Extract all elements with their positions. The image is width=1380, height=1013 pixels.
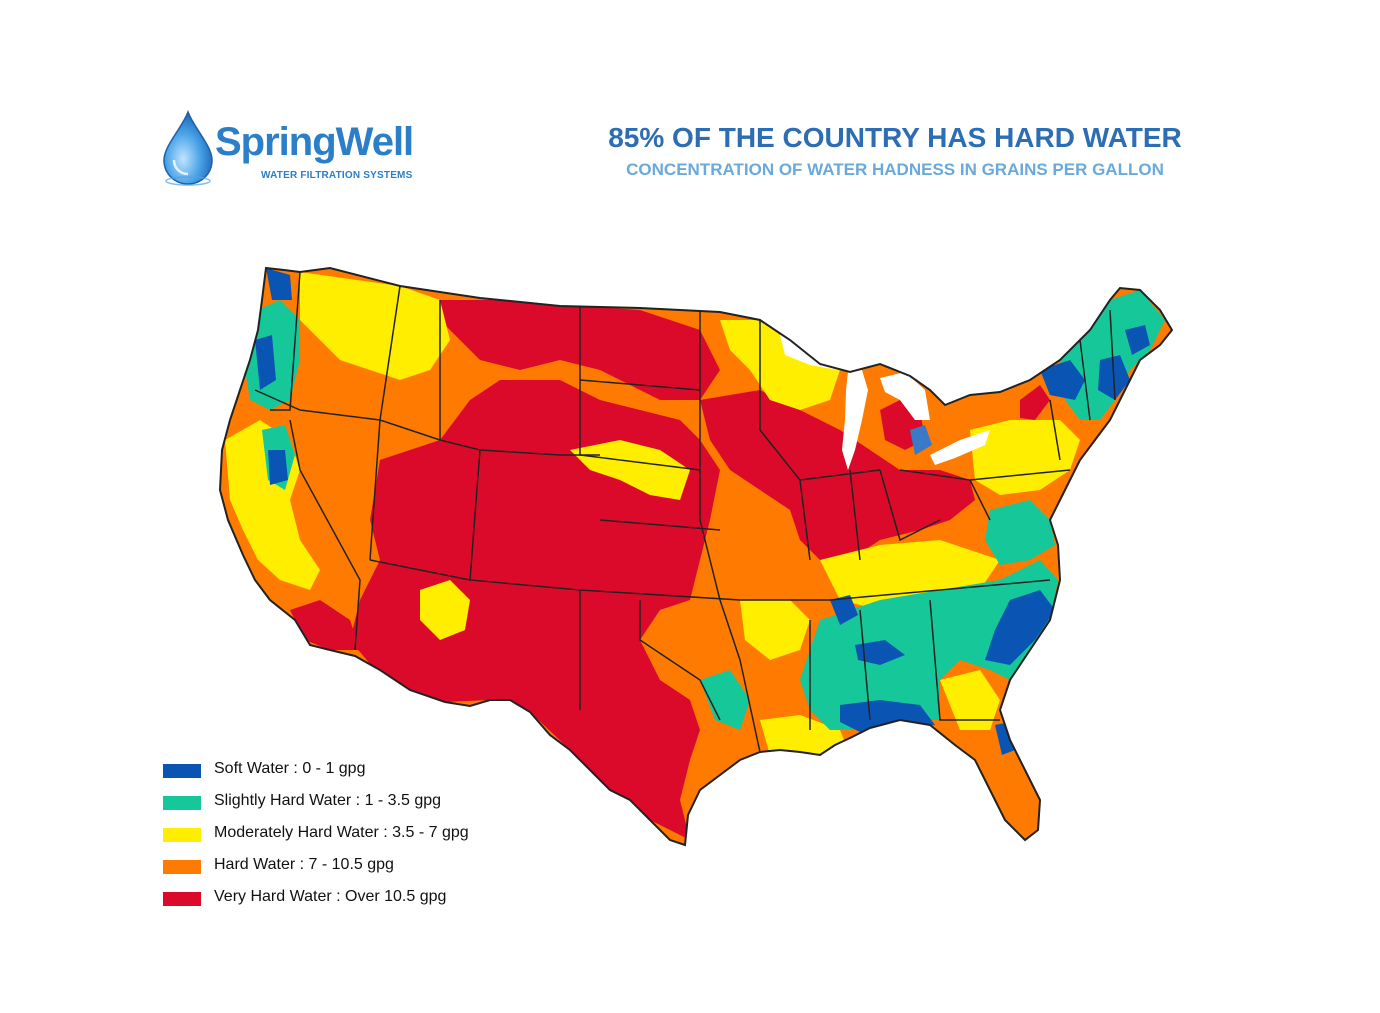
water-drop-icon — [163, 110, 213, 186]
legend-swatch-hard — [163, 860, 201, 874]
zone-very-hard-socal — [290, 600, 360, 650]
lake-huron — [880, 372, 930, 420]
lake-superior — [780, 335, 870, 372]
legend-swatch-slightly-hard — [163, 796, 201, 810]
zone-moderate-arizona — [420, 580, 470, 640]
zone-soft-tennessee — [830, 595, 858, 625]
springwell-logo: SpringWell WATER FILTRATION SYSTEMS — [160, 108, 420, 188]
legend-label-hard: Hard Water : 7 - 10.5 gpg — [214, 856, 394, 873]
zone-moderate-arkansas — [740, 600, 810, 660]
zone-very-hard-north — [430, 300, 720, 400]
zone-moderate-georgia — [940, 670, 1000, 730]
page-title: 85% OF THE COUNTRY HAS HARD WATER — [608, 122, 1182, 153]
zone-moderate-wisconsin — [720, 320, 840, 410]
zone-soft-oregon — [255, 335, 276, 390]
zone-soft-alabama — [855, 640, 905, 665]
zone-slightly-texas-coast — [700, 670, 750, 730]
page-subtitle: CONCENTRATION OF WATER HADNESS IN GRAINS… — [626, 160, 1164, 179]
zone-very-hard-ny — [1020, 385, 1050, 420]
zone-very-hard-southwest — [350, 380, 720, 840]
legend-label-slightly-hard: Slightly Hard Water : 1 - 3.5 gpg — [214, 792, 442, 809]
logo-tagline: WATER FILTRATION SYSTEMS — [261, 170, 413, 181]
great-lakes — [780, 335, 990, 470]
zone-soft-carolinas — [985, 590, 1055, 665]
legend-label-moderately-hard: Moderately Hard Water : 3.5 - 7 gpg — [214, 824, 469, 841]
zone-moderate-northeast — [970, 420, 1080, 495]
zone-moderate-northwest — [300, 272, 450, 380]
zone-soft-california — [268, 450, 288, 485]
legend-swatch-soft — [163, 764, 201, 778]
legend-label-very-hard: Very Hard Water : Over 10.5 gpg — [214, 888, 447, 905]
state-borders — [254, 271, 1116, 753]
legend-label-soft: Soft Water : 0 - 1 gpg — [214, 760, 366, 777]
legend-swatch-moderately-hard — [163, 828, 201, 842]
logo-brand-text: SpringWell — [215, 120, 414, 164]
lake-michigan — [842, 370, 868, 470]
lake-erie — [930, 430, 990, 465]
legend-swatch-very-hard — [163, 892, 201, 906]
zone-moderate-california — [225, 420, 320, 590]
zone-soft-maine — [1125, 325, 1150, 355]
zone-soft-michigan-lake — [910, 425, 932, 455]
zone-soft-northeast — [1040, 360, 1085, 400]
zone-slightly-southeast — [800, 560, 1058, 730]
zone-soft-washington — [266, 268, 292, 300]
zone-slightly-virginia — [985, 500, 1055, 565]
